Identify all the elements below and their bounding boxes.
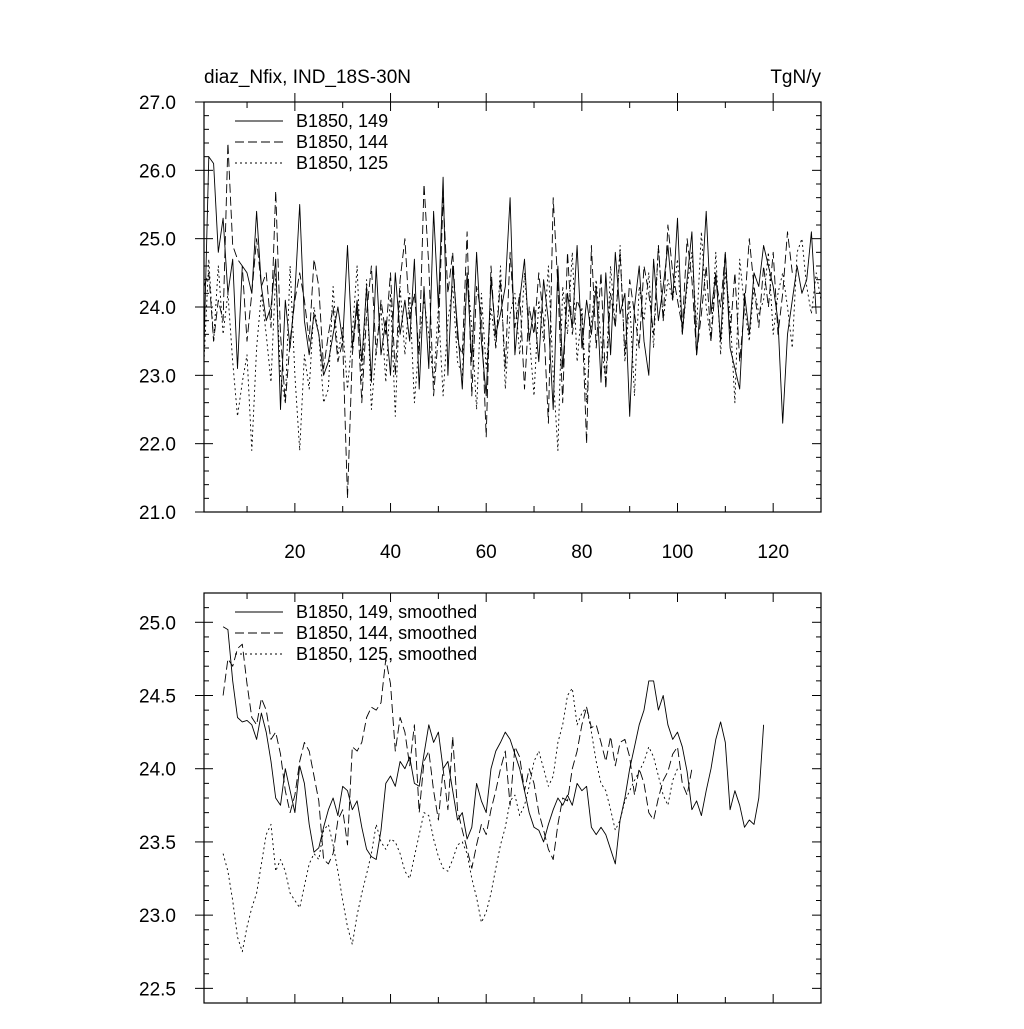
x-tick-label: 40 [380, 542, 401, 563]
series-line-1 [203, 156, 817, 424]
legend-item: B1850, 149, smoothed [235, 602, 477, 622]
bottom-panel-frame [203, 592, 822, 1004]
bottom-panel: 22.5 23.0 23.5 24.0 24.5 25.0 B1850, 149, smo… [139, 592, 822, 1004]
y-tick-label: 22.0 [139, 435, 176, 456]
top-panel-frame [203, 101, 822, 513]
bottom-panel-series [222, 626, 765, 953]
y-tick-label: 22.5 [139, 979, 176, 1000]
legend-item: B1850, 125 [235, 153, 388, 173]
y-tick-label: 25.0 [139, 613, 176, 634]
legend-label: B1850, 149, smoothed [296, 602, 477, 622]
y-tick-label: 24.0 [139, 298, 176, 319]
series-line-3 [222, 687, 678, 953]
series-line-2 [203, 142, 793, 499]
top-panel: diaz_Nfix, IND_18S-30N TgN/y 21.0 22.0 23.… [139, 67, 822, 563]
x-tick-label: 80 [571, 542, 592, 563]
x-tick-label: 100 [662, 542, 694, 563]
legend-item: B1850, 144 [235, 132, 388, 152]
x-tick-label: 20 [284, 542, 305, 563]
legend-item: B1850, 125, smoothed [235, 644, 477, 664]
y-tick-label: 26.0 [139, 161, 176, 182]
top-panel-series [203, 142, 822, 499]
chart-title-left: diaz_Nfix, IND_18S-30N [204, 67, 411, 88]
y-tick-label: 24.0 [139, 760, 176, 781]
y-tick-label: 23.5 [139, 833, 176, 854]
legend-item: B1850, 144, smoothed [235, 623, 477, 643]
legend-label: B1850, 144, smoothed [296, 623, 477, 643]
y-tick-label: 27.0 [139, 93, 176, 114]
y-tick-label: 24.5 [139, 687, 176, 708]
y-tick-label: 21.0 [139, 503, 176, 524]
y-tick-label: 23.0 [139, 906, 176, 927]
chart-title-right: TgN/y [770, 67, 821, 88]
series-line-2 [222, 643, 693, 869]
legend-label: B1850, 125, smoothed [296, 644, 477, 664]
legend-item: B1850, 149 [235, 111, 388, 131]
y-tick-label: 25.0 [139, 230, 176, 251]
top-panel-ticks: 21.0 22.0 23.0 24.0 25.0 26.0 27.0 20 40 60 80 100 1… [139, 93, 822, 563]
y-tick-label: 23.0 [139, 366, 176, 387]
x-tick-label: 120 [757, 542, 789, 563]
series-line-3 [203, 231, 822, 451]
series-line-1 [222, 626, 765, 865]
legend-label: B1850, 149 [296, 111, 388, 131]
legend-label: B1850, 125 [296, 153, 388, 173]
legend-label: B1850, 144 [296, 132, 388, 152]
x-tick-label: 60 [476, 542, 497, 563]
bottom-panel-ticks: 22.5 23.0 23.5 24.0 24.5 25.0 [139, 592, 822, 1004]
